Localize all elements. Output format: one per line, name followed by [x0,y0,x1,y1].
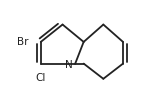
Text: Cl: Cl [36,73,46,83]
Text: Br: Br [17,37,28,47]
Text: N: N [65,60,73,70]
